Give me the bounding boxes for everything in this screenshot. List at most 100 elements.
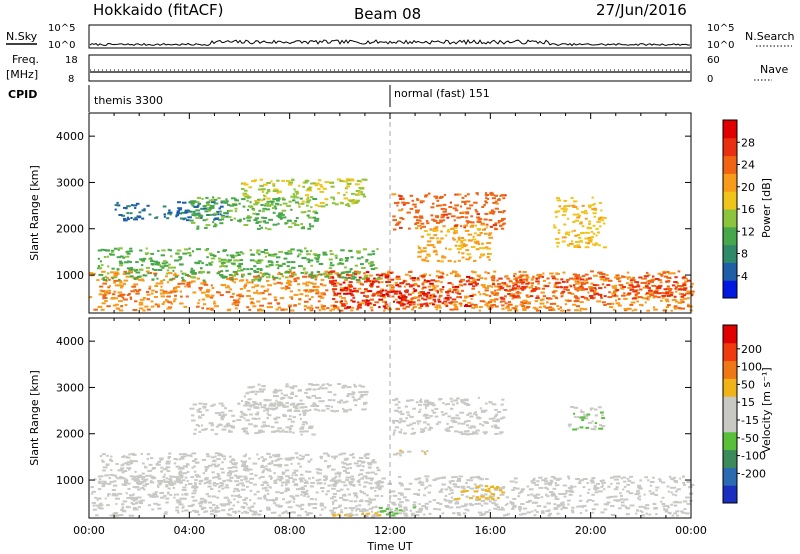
heatmap-cell <box>312 388 317 391</box>
heatmap-cell <box>332 493 337 495</box>
heatmap-cell <box>405 305 410 308</box>
heatmap-cell <box>503 514 506 517</box>
heatmap-cell <box>348 507 353 510</box>
heatmap-cell <box>488 306 494 309</box>
heatmap-cell <box>466 402 470 405</box>
heatmap-cell <box>521 305 526 308</box>
heatmap-cell <box>372 294 376 297</box>
heatmap-cell <box>252 510 258 513</box>
heatmap-cell <box>111 293 116 296</box>
heatmap-cell <box>572 303 577 306</box>
heatmap-cell <box>103 293 107 296</box>
heatmap-cell <box>259 178 264 181</box>
heatmap-cell <box>182 455 187 458</box>
heatmap-cell <box>305 480 309 483</box>
heatmap-cell <box>580 221 583 224</box>
heatmap-cell <box>212 503 216 506</box>
heatmap-cell <box>290 208 293 211</box>
heatmap-cell <box>414 223 418 225</box>
heatmap-cell <box>320 278 325 281</box>
heatmap-cell <box>151 289 155 292</box>
heatmap-cell <box>144 483 150 486</box>
heatmap-cell <box>277 306 281 309</box>
heatmap-cell <box>319 283 323 286</box>
heatmap-cell <box>167 487 171 490</box>
heatmap-cell <box>682 475 685 478</box>
heatmap-cell <box>328 267 333 270</box>
heatmap-cell <box>304 479 307 482</box>
heatmap-cell <box>214 223 217 226</box>
heatmap-cell <box>299 479 303 482</box>
heatmap-cell <box>449 482 452 485</box>
heatmap-cell <box>536 274 540 277</box>
heatmap-cell <box>188 247 191 250</box>
heatmap-cell <box>690 290 695 293</box>
cpid-label: CPID <box>8 88 37 101</box>
heatmap-cell <box>359 395 364 398</box>
heatmap-cell <box>334 481 339 484</box>
heatmap-cell <box>402 198 405 201</box>
heatmap-cell <box>581 275 586 278</box>
heatmap-cell <box>239 415 244 418</box>
heatmap-cell <box>126 205 131 208</box>
heatmap-cell <box>671 272 676 275</box>
heatmap-cell <box>446 294 450 297</box>
heatmap-cell <box>439 289 442 292</box>
heatmap-cell <box>180 257 183 260</box>
heatmap-cell <box>433 229 439 232</box>
heatmap-cell <box>492 499 497 502</box>
heatmap-cell <box>229 254 234 257</box>
heatmap-cell <box>281 404 286 407</box>
heatmap-cell <box>149 475 155 478</box>
heatmap-cell <box>333 293 338 296</box>
heatmap-cell <box>233 259 238 262</box>
heatmap-cell <box>448 500 453 502</box>
heatmap-cell <box>380 495 384 497</box>
heatmap-cell <box>461 196 465 199</box>
heatmap-cell <box>238 297 241 300</box>
heatmap-cell <box>91 501 96 504</box>
heatmap-cell <box>680 285 684 287</box>
heatmap-cell <box>560 309 565 312</box>
heatmap-cell <box>517 295 520 298</box>
heatmap-cell <box>339 273 343 276</box>
heatmap-cell <box>551 277 556 280</box>
heatmap-cell <box>502 408 508 411</box>
heatmap-cell <box>588 220 591 223</box>
heatmap-cell <box>353 287 357 290</box>
heatmap-cell <box>456 397 460 400</box>
heatmap-cell <box>493 507 498 510</box>
heatmap-cell <box>221 455 227 458</box>
heatmap-cell <box>211 471 215 474</box>
heatmap-cell <box>290 387 295 390</box>
heatmap-cell <box>174 294 177 297</box>
heatmap-cell <box>325 203 329 206</box>
heatmap-cell <box>513 477 518 480</box>
heatmap-cell <box>315 306 320 309</box>
heatmap-cell <box>507 293 511 295</box>
heatmap-cell <box>424 195 428 198</box>
heatmap-cell <box>687 292 692 295</box>
heatmap-cell <box>380 281 384 284</box>
heatmap-cell <box>346 178 349 181</box>
heatmap-cell <box>319 190 325 193</box>
heatmap-cell <box>275 389 280 392</box>
heatmap-cell <box>165 477 169 480</box>
heatmap-cell <box>301 423 306 426</box>
heatmap-cell <box>615 289 620 292</box>
heatmap-cell <box>276 403 280 406</box>
heatmap-cell <box>581 282 587 285</box>
heatmap-cell <box>229 460 233 463</box>
heatmap-cell <box>315 285 320 288</box>
heatmap-cell <box>299 427 304 430</box>
heatmap-cell <box>180 456 184 458</box>
heatmap-cell <box>476 228 482 230</box>
heatmap-cell <box>216 272 220 275</box>
heatmap-cell <box>266 182 271 184</box>
heatmap-cell <box>667 279 671 282</box>
heatmap-cell <box>597 293 603 296</box>
heatmap-cell <box>113 281 116 284</box>
heatmap-cell <box>485 502 489 505</box>
heatmap-cell <box>445 429 451 432</box>
heatmap-cell <box>161 249 166 252</box>
